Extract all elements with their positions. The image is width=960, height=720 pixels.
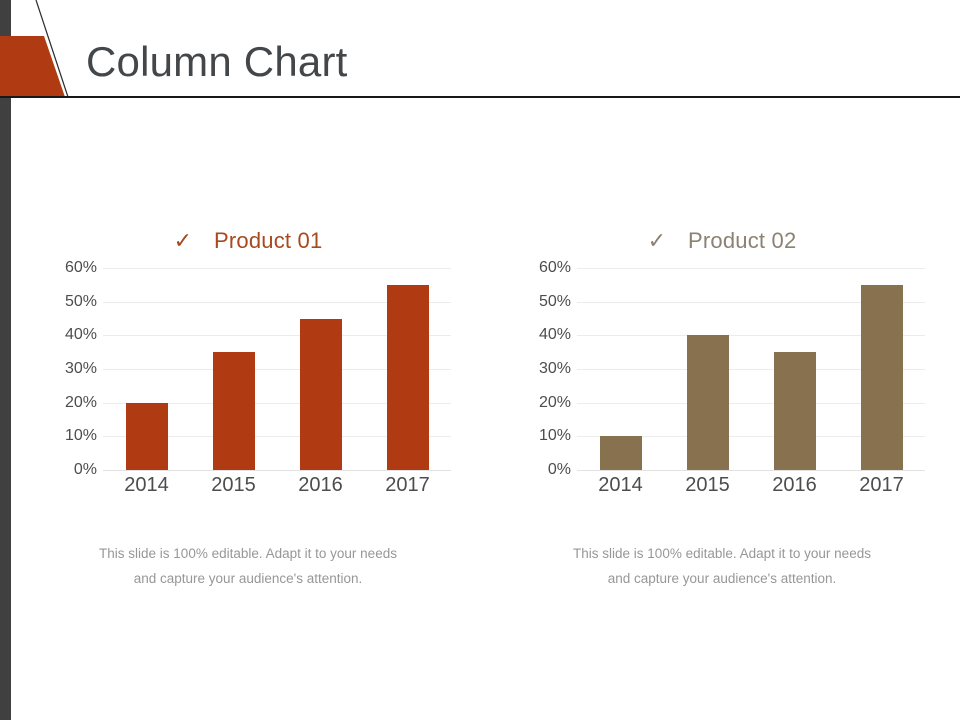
bar-2014[interactable] xyxy=(599,436,642,470)
y-axis-tick-label: 60% xyxy=(538,259,571,276)
chart-panel-product-02: ✓ Product 02 60% 50% 40% 30% 20% 10% 0% 2014 20… xyxy=(485,150,959,610)
y-axis-product-01: 60% 50% 40% 30% 20% 10% 0% xyxy=(25,259,97,478)
y-axis-tick-label: 10% xyxy=(64,427,97,445)
chart-heading-product-02: ✓ Product 02 xyxy=(485,228,959,254)
gridline xyxy=(577,335,925,337)
x-axis-tick-label: 2016 xyxy=(772,474,817,496)
x-axis-tick-label: 2017 xyxy=(385,474,430,496)
page-title: Column Chart xyxy=(86,38,348,85)
bar-slot xyxy=(838,268,925,470)
bar-2016[interactable] xyxy=(773,352,816,470)
parallelogram-accent-shape xyxy=(0,0,69,98)
y-axis-tick-label: 60% xyxy=(64,259,97,276)
gridline xyxy=(103,301,451,303)
y-axis-tick-label: 0% xyxy=(73,461,97,478)
gridline xyxy=(103,369,451,370)
bars-product-02 xyxy=(577,268,925,470)
header-divider xyxy=(0,96,960,98)
caption-line-2: and capture your audience's attention. xyxy=(607,570,837,586)
gridline xyxy=(103,436,451,438)
charts-container: ✓ Product 01 60% 50% 40% 30% 20% 10% 0% 2014 20… xyxy=(11,150,960,650)
chart-panel-product-01: ✓ Product 01 60% 50% 40% 30% 20% 10% 0% 2014 20… xyxy=(11,150,485,610)
x-axis-tick-label: 2016 xyxy=(298,474,343,496)
gridline xyxy=(103,470,451,471)
x-axis-product-01: 2014 2015 2016 2017 xyxy=(103,474,451,497)
y-axis-tick-label: 10% xyxy=(538,427,571,445)
bar-slot xyxy=(190,268,277,470)
caption-product-02: This slide is 100% editable. Adapt it to… xyxy=(515,542,929,592)
y-axis-tick-label: 20% xyxy=(64,393,97,411)
gridline xyxy=(577,369,925,370)
x-axis-tick-label: 2014 xyxy=(124,474,169,496)
bar-slot xyxy=(103,268,190,470)
gridline xyxy=(577,436,925,438)
chart-title-product-01: Product 01 xyxy=(214,228,323,253)
gridline xyxy=(103,402,451,404)
y-axis-tick-label: 0% xyxy=(547,461,571,478)
gridline xyxy=(103,268,451,269)
plot-product-01: 60% 50% 40% 30% 20% 10% 0% 2014 2015 2016 2017 xyxy=(11,259,485,518)
caption-line-1: This slide is 100% editable. Adapt it to… xyxy=(573,546,871,561)
y-axis-tick-label: 40% xyxy=(538,326,571,344)
bars-product-01 xyxy=(103,268,451,470)
gridline xyxy=(577,470,925,471)
left-edge-accent-bar xyxy=(0,0,11,720)
y-axis-tick-label: 20% xyxy=(538,393,571,411)
gridline xyxy=(577,301,925,303)
chart-heading-product-01: ✓ Product 01 xyxy=(11,228,485,254)
bar-2015[interactable] xyxy=(212,352,255,470)
plot-product-02: 60% 50% 40% 30% 20% 10% 0% 2014 2015 2016 2017 xyxy=(485,259,959,518)
y-axis-tick-label: 30% xyxy=(538,360,571,377)
x-axis-tick-label: 2017 xyxy=(859,474,904,496)
plot-area-product-01 xyxy=(103,268,451,471)
checkmark-icon: ✓ xyxy=(173,228,193,253)
caption-product-01: This slide is 100% editable. Adapt it to… xyxy=(41,542,455,592)
y-axis-product-02: 60% 50% 40% 30% 20% 10% 0% xyxy=(499,259,571,478)
caption-line-2: and capture your audience's attention. xyxy=(133,570,363,586)
x-axis-tick-label: 2014 xyxy=(598,474,643,496)
x-axis-tick-label: 2015 xyxy=(211,474,256,496)
gridline xyxy=(577,402,925,404)
bar-slot xyxy=(364,268,451,470)
chart-title-product-02: Product 02 xyxy=(688,228,797,253)
bar-2016[interactable] xyxy=(299,318,342,470)
bar-slot xyxy=(277,268,364,470)
bar-2017[interactable] xyxy=(860,284,903,470)
bar-2015[interactable] xyxy=(686,335,729,470)
gridline xyxy=(103,335,451,337)
checkmark-icon: ✓ xyxy=(647,228,667,253)
x-axis-product-02: 2014 2015 2016 2017 xyxy=(577,474,925,497)
bar-slot xyxy=(751,268,838,470)
bar-slot xyxy=(577,268,664,470)
y-axis-tick-label: 40% xyxy=(64,326,97,344)
plot-area-product-02 xyxy=(577,268,925,471)
bar-slot xyxy=(664,268,751,470)
gridline xyxy=(577,268,925,269)
y-axis-tick-label: 30% xyxy=(64,360,97,377)
y-axis-tick-label: 50% xyxy=(538,292,571,310)
bar-2014[interactable] xyxy=(125,402,168,470)
x-axis-tick-label: 2015 xyxy=(685,474,730,496)
slide-header: Column Chart xyxy=(0,0,960,98)
caption-line-1: This slide is 100% editable. Adapt it to… xyxy=(99,546,397,561)
bar-2017[interactable] xyxy=(386,284,429,470)
y-axis-tick-label: 50% xyxy=(64,292,97,310)
